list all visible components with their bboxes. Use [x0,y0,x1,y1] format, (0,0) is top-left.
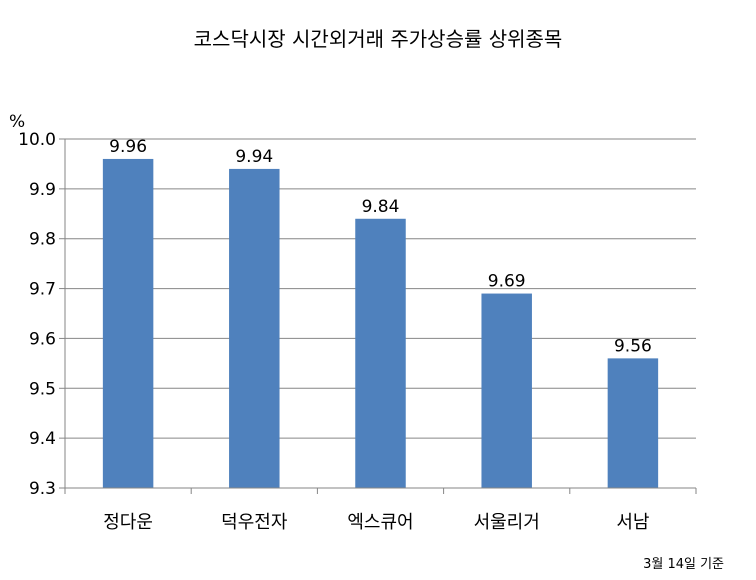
bar [355,218,406,488]
data-label: 9.96 [109,137,147,157]
data-label: 9.69 [488,272,526,292]
y-tick-label: 10.0 [18,130,56,150]
bar [481,293,532,488]
bar [229,168,280,488]
date-note: 3월 14일 기준 [643,557,724,572]
y-tick-label: 9.4 [29,429,56,449]
axes [59,138,697,494]
bars [102,158,659,488]
x-category-label: 엑스큐어 [347,512,413,533]
x-category-labels: 정다운 덕우전자 엑스큐어 서울리거 서남 [103,512,649,533]
y-tick-label: 9.3 [29,479,56,499]
data-label: 9.84 [362,197,400,217]
data-labels: 9.96 9.94 9.84 9.69 9.56 [109,137,652,356]
x-category-label: 서남 [616,512,649,533]
data-label: 9.56 [614,336,652,356]
x-category-label: 덕우전자 [221,512,288,533]
x-category-label: 정다운 [103,512,153,533]
y-tick-labels: 9.3 9.4 9.5 9.6 9.7 9.8 9.9 10.0 [18,130,56,499]
y-axis-unit: % [9,112,25,132]
y-tick-label: 9.9 [29,180,56,200]
bar [102,158,154,488]
data-label: 9.94 [235,147,273,167]
y-tick-label: 9.5 [29,379,56,399]
x-category-label: 서울리거 [474,512,540,533]
y-tick-label: 9.8 [29,230,56,250]
chart-title: 코스닥시장 시간외거래 주가상승률 상위종목 [194,27,563,51]
y-tick-label: 9.6 [29,329,56,349]
bar [607,358,659,488]
y-tick-label: 9.7 [29,280,56,300]
